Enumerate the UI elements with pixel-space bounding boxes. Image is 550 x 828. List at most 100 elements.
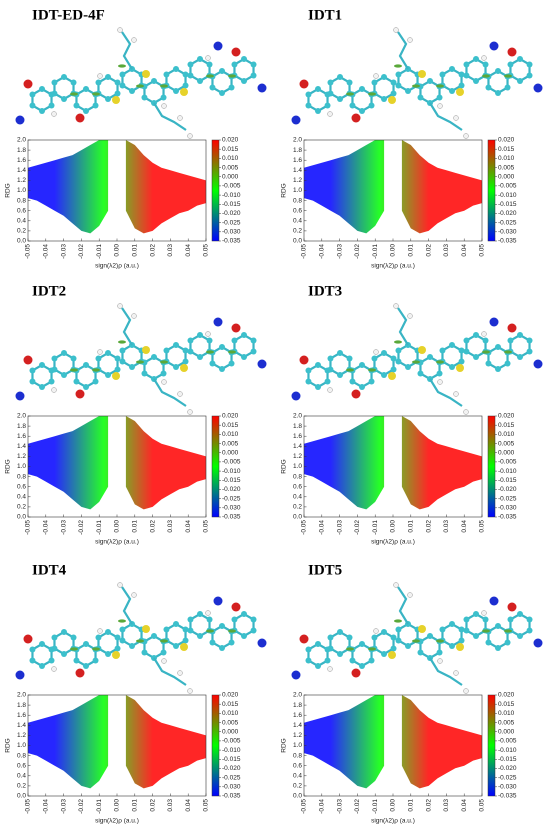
colorbar-tick-label: -0.015 — [222, 756, 241, 763]
colorbar-tick-label: 0.020 — [498, 692, 515, 699]
y-tick-label: 1.8 — [17, 702, 26, 709]
x-tick-label: -0.04 — [43, 244, 50, 259]
colorbar-tick-label: 0.020 — [222, 137, 239, 144]
x-tick-label: 0.02 — [425, 799, 432, 812]
colorbar-tick-label: 0.000 — [498, 173, 515, 180]
x-tick-label: 0.02 — [425, 520, 432, 533]
colorbar-tick-label: 0.005 — [498, 164, 515, 171]
y-tick-label: 1.6 — [17, 712, 26, 719]
x-tick-label: 0.03 — [167, 244, 174, 257]
x-tick-label: 0.00 — [390, 244, 397, 257]
x-tick-label: 0.05 — [479, 799, 486, 812]
y-tick-label: 0.6 — [293, 207, 302, 214]
x-tick-label: 0.00 — [114, 799, 121, 812]
colorbar-tick-label: -0.030 — [498, 229, 517, 236]
x-tick-label: -0.01 — [372, 520, 379, 535]
rdg-scatter-region — [401, 140, 482, 234]
x-tick-label: 0.05 — [479, 244, 486, 257]
y-tick-label: 0.8 — [293, 473, 302, 480]
x-tick-label: -0.03 — [336, 799, 343, 814]
x-axis-label: sign(λ2)ρ (a.u.) — [371, 818, 415, 825]
colorbar-tick-label: 0.005 — [498, 719, 515, 726]
y-tick-label: 1.4 — [293, 167, 302, 174]
x-tick-label: -0.01 — [96, 520, 103, 535]
y-tick-label: 1.0 — [17, 742, 26, 749]
colorbar-tick-label: -0.020 — [498, 210, 517, 217]
colorbar-tick-label: -0.010 — [498, 747, 517, 754]
x-tick-label: 0.03 — [443, 799, 450, 812]
colorbar-tick-label: 0.015 — [222, 146, 239, 153]
y-tick-label: 0.2 — [293, 783, 302, 790]
colorbar-tick-label: -0.030 — [222, 505, 241, 512]
rdg-scatter-region — [304, 416, 385, 510]
colorbar-tick-label: -0.010 — [222, 468, 241, 475]
y-tick-label: 1.2 — [17, 732, 26, 739]
colorbar-tick-label: -0.020 — [222, 486, 241, 493]
x-tick-label: 0.05 — [203, 520, 210, 533]
y-tick-label: 0.2 — [17, 783, 26, 790]
colorbar-tick-label: -0.025 — [498, 495, 517, 502]
x-axis-label: sign(λ2)ρ (a.u.) — [95, 539, 139, 546]
x-tick-label: -0.03 — [60, 799, 67, 814]
colorbar-tick-label: 0.010 — [498, 431, 515, 438]
y-tick-label: 0.0 — [17, 238, 26, 245]
colorbar-tick-label: -0.015 — [222, 201, 241, 208]
y-tick-label: 0.4 — [17, 773, 26, 780]
colorbar-tick-label: -0.015 — [498, 201, 517, 208]
molecule-image — [290, 581, 544, 695]
colorbar-tick-label: -0.010 — [222, 192, 241, 199]
colorbar-tick-label: -0.025 — [498, 774, 517, 781]
colorbar-tick-label: 0.020 — [222, 413, 239, 420]
colorbar-tick-label: -0.035 — [222, 238, 241, 245]
y-tick-label: 1.8 — [293, 147, 302, 154]
x-tick-label: -0.04 — [319, 520, 326, 535]
colorbar-tick-label: 0.015 — [498, 146, 515, 153]
colorbar-tick-label: 0.015 — [222, 701, 239, 708]
colorbar-tick-label: 0.020 — [498, 137, 515, 144]
x-tick-label: 0.01 — [408, 520, 415, 533]
x-tick-label: -0.04 — [43, 799, 50, 814]
colorbar-tick-label: 0.000 — [222, 449, 239, 456]
x-tick-label: 0.04 — [461, 520, 468, 533]
colorbar-tick-label: -0.015 — [498, 477, 517, 484]
colorbar-tick-label: -0.025 — [498, 219, 517, 226]
y-tick-label: 1.6 — [293, 157, 302, 164]
y-tick-label: 0.8 — [17, 752, 26, 759]
y-tick-label: 2.0 — [17, 137, 26, 144]
colorbar-tick-label: 0.005 — [222, 719, 239, 726]
colorbar-tick-label: -0.030 — [222, 229, 241, 236]
x-tick-label: -0.02 — [78, 520, 85, 535]
y-tick-label: 1.2 — [293, 453, 302, 460]
x-tick-label: 0.04 — [461, 244, 468, 257]
x-tick-label: 0.02 — [149, 799, 156, 812]
colorbar-tick-label: -0.020 — [222, 210, 241, 217]
panel-title: IDT4 — [32, 562, 67, 578]
y-tick-label: 0.8 — [293, 197, 302, 204]
molecule-image — [14, 26, 268, 140]
x-tick-label: -0.05 — [25, 520, 32, 535]
y-tick-label: 1.2 — [293, 177, 302, 184]
colorbar-tick-label: -0.020 — [498, 765, 517, 772]
y-tick-label: 1.8 — [293, 423, 302, 430]
y-axis-label: RDG — [281, 459, 288, 473]
colorbar-tick-label: -0.005 — [222, 183, 241, 190]
y-tick-label: 1.2 — [17, 177, 26, 184]
colorbar-tick-label: 0.010 — [222, 431, 239, 438]
panel: IDT-ED-4F 0.0 0.2 0.4 0.6 0.8 1.0 1.2 1.4 1.6 1.8 2… — [5, 7, 268, 270]
y-tick-label: 0.0 — [17, 793, 26, 800]
panel-title: IDT5 — [308, 562, 342, 578]
y-tick-label: 0.6 — [17, 207, 26, 214]
x-tick-label: 0.00 — [390, 799, 397, 812]
rdg-scatter-region — [125, 140, 206, 234]
colorbar-tick-label: -0.005 — [498, 183, 517, 190]
y-tick-label: 0.4 — [293, 773, 302, 780]
rdg-scatter-region — [304, 140, 385, 234]
y-tick-label: 0.2 — [293, 504, 302, 511]
y-tick-label: 0.0 — [293, 238, 302, 245]
colorbar-tick-label: -0.020 — [498, 486, 517, 493]
colorbar — [211, 415, 220, 518]
x-tick-label: 0.00 — [114, 244, 121, 257]
colorbar-tick-label: 0.015 — [498, 422, 515, 429]
x-tick-label: 0.02 — [425, 244, 432, 257]
y-tick-label: 2.0 — [293, 137, 302, 144]
